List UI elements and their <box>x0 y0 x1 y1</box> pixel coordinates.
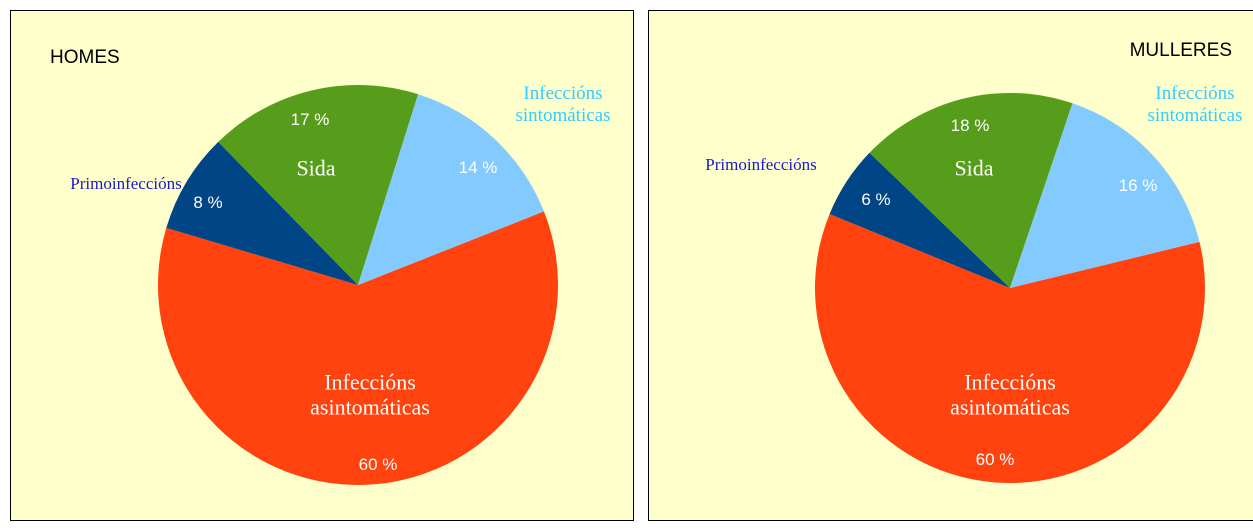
value-label: 8 % <box>193 193 223 213</box>
pie-slice <box>218 84 419 285</box>
category-label: Infeccións sintomáticas <box>515 83 611 126</box>
pie-slice <box>1010 103 1200 288</box>
value-label: 14 % <box>458 158 498 178</box>
value-label: 60 % <box>975 450 1015 470</box>
chart-title: MULLERES <box>1129 40 1232 61</box>
pie-slice <box>829 152 1010 288</box>
value-label: 17 % <box>290 110 330 130</box>
category-label: Infeccións asintomáticas <box>950 369 1070 420</box>
category-label: Sida <box>296 155 336 181</box>
category-label: Sida <box>954 155 994 181</box>
category-label: Primoinfeccións <box>705 155 817 175</box>
chart-title: HOMES <box>50 47 120 68</box>
pie-slice <box>358 94 544 285</box>
pie-slice <box>814 214 1205 484</box>
value-label: 16 % <box>1118 176 1158 196</box>
value-label: 6 % <box>861 190 891 210</box>
value-label: 60 % <box>358 455 398 475</box>
category-label: Primoinfeccións <box>70 174 182 194</box>
pie-slice <box>166 141 358 285</box>
category-label: Infeccións sintomáticas <box>1147 83 1243 126</box>
value-label: 18 % <box>950 116 990 136</box>
pie-slice <box>158 211 558 485</box>
pie-slice <box>869 93 1073 289</box>
category-label: Infeccións asintomáticas <box>310 369 430 420</box>
